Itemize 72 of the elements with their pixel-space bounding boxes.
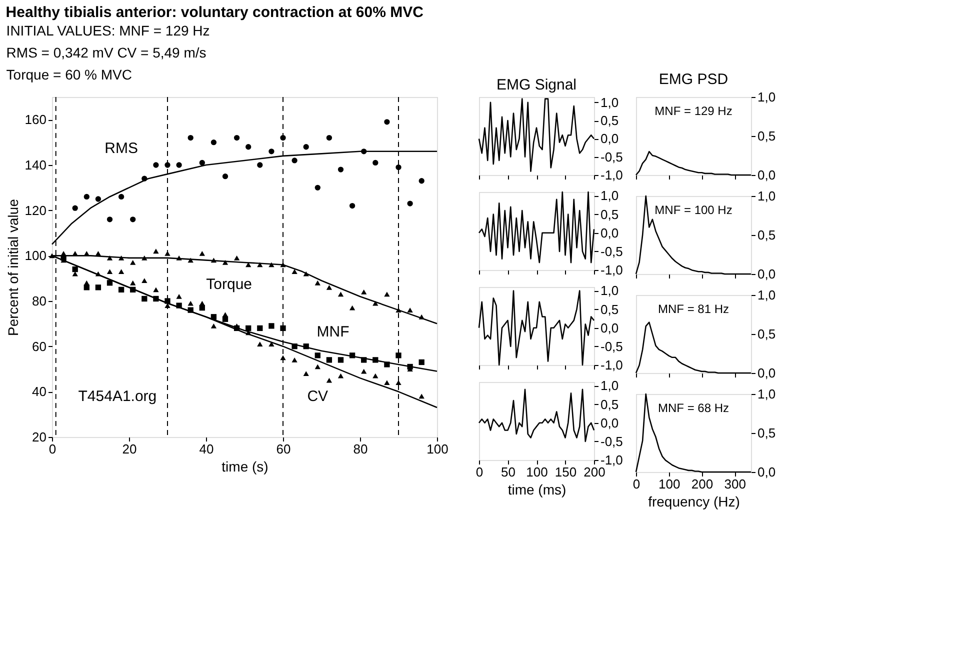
y-tick-label: -1,0 xyxy=(600,168,623,182)
chart-subtitle: INITIAL VALUES: MNF = 129 Hz RMS = 0,342 mV CV = 5,49 m/s Torque = 60 % MVC xyxy=(6,22,210,82)
x-tick-label: 100 xyxy=(526,464,548,480)
y-tick-label: 1,0 xyxy=(758,188,776,204)
y-tick-label: 0,0 xyxy=(758,464,776,480)
annotation: MNF = 68 Hz xyxy=(658,401,730,415)
y-tick-label: 0,5 xyxy=(600,396,619,412)
y-tick-label: -0,5 xyxy=(600,149,623,164)
y-tick-label: 1,0 xyxy=(758,288,776,302)
y-tick-label: 80 xyxy=(32,294,46,308)
annotation: MNF = 81 Hz xyxy=(658,302,730,316)
x-tick-label: 20 xyxy=(122,442,137,456)
x-tick-label: 0 xyxy=(48,442,56,456)
y-tick-label: 0,0 xyxy=(600,225,619,240)
annotation: RMS xyxy=(104,140,138,157)
annotation: T454A1.org xyxy=(78,388,157,406)
y-tick-label: 120 xyxy=(24,202,46,218)
x-tick-label: 0 xyxy=(476,464,484,480)
y-tick-label: 140 xyxy=(24,158,46,172)
annotation: MNF xyxy=(316,324,350,341)
y-tick-label: 0,5 xyxy=(758,128,776,144)
y-tick-label: 0,0 xyxy=(600,415,619,430)
y-tick-label: -0,5 xyxy=(600,244,623,259)
y-tick-label: 0,5 xyxy=(758,228,776,242)
x-axis-title: frequency (Hz) xyxy=(648,494,740,510)
y-tick-label: 20 xyxy=(32,430,46,444)
y-tick-label: 60 xyxy=(32,338,46,354)
y-tick-label: 0,5 xyxy=(758,326,776,342)
y-tick-label: 1,0 xyxy=(600,94,619,110)
y-tick-label: 1,0 xyxy=(600,188,619,204)
y-tick-label: 0,0 xyxy=(758,366,776,380)
y-tick-label: 0,0 xyxy=(758,266,776,282)
y-tick-label: -0,5 xyxy=(600,338,623,354)
y-tick-label: -1,0 xyxy=(600,358,623,372)
chart-title: EMG Signal xyxy=(496,76,577,94)
annotation: Torque xyxy=(206,276,252,293)
y-tick-label: 0,5 xyxy=(600,206,619,222)
y-tick-label: 40 xyxy=(32,384,46,400)
y-tick-label: 0,5 xyxy=(600,302,619,317)
annotation: CV xyxy=(307,388,328,406)
y-tick-label: 0,0 xyxy=(758,168,776,182)
x-tick-label: 200 xyxy=(584,464,606,480)
x-tick-label: 150 xyxy=(554,464,577,480)
y-tick-label: 0,0 xyxy=(600,131,619,146)
y-tick-label: -1,0 xyxy=(600,452,623,468)
annotation: MNF = 129 Hz xyxy=(654,104,732,118)
x-tick-label: 60 xyxy=(276,442,291,456)
annotation: MNF = 100 Hz xyxy=(654,203,732,217)
x-tick-label: 300 xyxy=(724,476,746,492)
y-tick-label: -1,0 xyxy=(600,262,623,278)
x-axis-title: time (s) xyxy=(222,458,268,474)
y-tick-label: 100 xyxy=(24,248,46,264)
x-tick-label: 200 xyxy=(691,476,714,492)
x-axis-title: time (ms) xyxy=(508,482,566,498)
y-tick-label: 0,0 xyxy=(600,320,619,336)
y-tick-label: 1,0 xyxy=(758,386,776,402)
x-tick-label: 100 xyxy=(426,442,448,456)
y-tick-label: -0,5 xyxy=(600,434,623,449)
y-tick-label: 1,0 xyxy=(758,90,776,104)
y-tick-label: 1,0 xyxy=(600,283,619,298)
x-tick-label: 0 xyxy=(632,476,640,492)
chart-title: EMG PSD xyxy=(658,71,728,88)
x-tick-label: 50 xyxy=(501,464,516,480)
y-axis-title: Percent of initial value xyxy=(4,198,21,336)
y-tick-label: 0,5 xyxy=(758,426,776,440)
x-tick-label: 100 xyxy=(658,476,680,492)
y-tick-label: 160 xyxy=(24,112,46,128)
y-tick-label: 1,0 xyxy=(600,378,619,394)
y-tick-label: 0,5 xyxy=(600,113,619,128)
x-tick-label: 80 xyxy=(353,442,368,456)
x-tick-label: 40 xyxy=(199,442,214,456)
chart-title: Healthy tibialis anterior: voluntary contraction at 60% MVC xyxy=(6,4,424,21)
